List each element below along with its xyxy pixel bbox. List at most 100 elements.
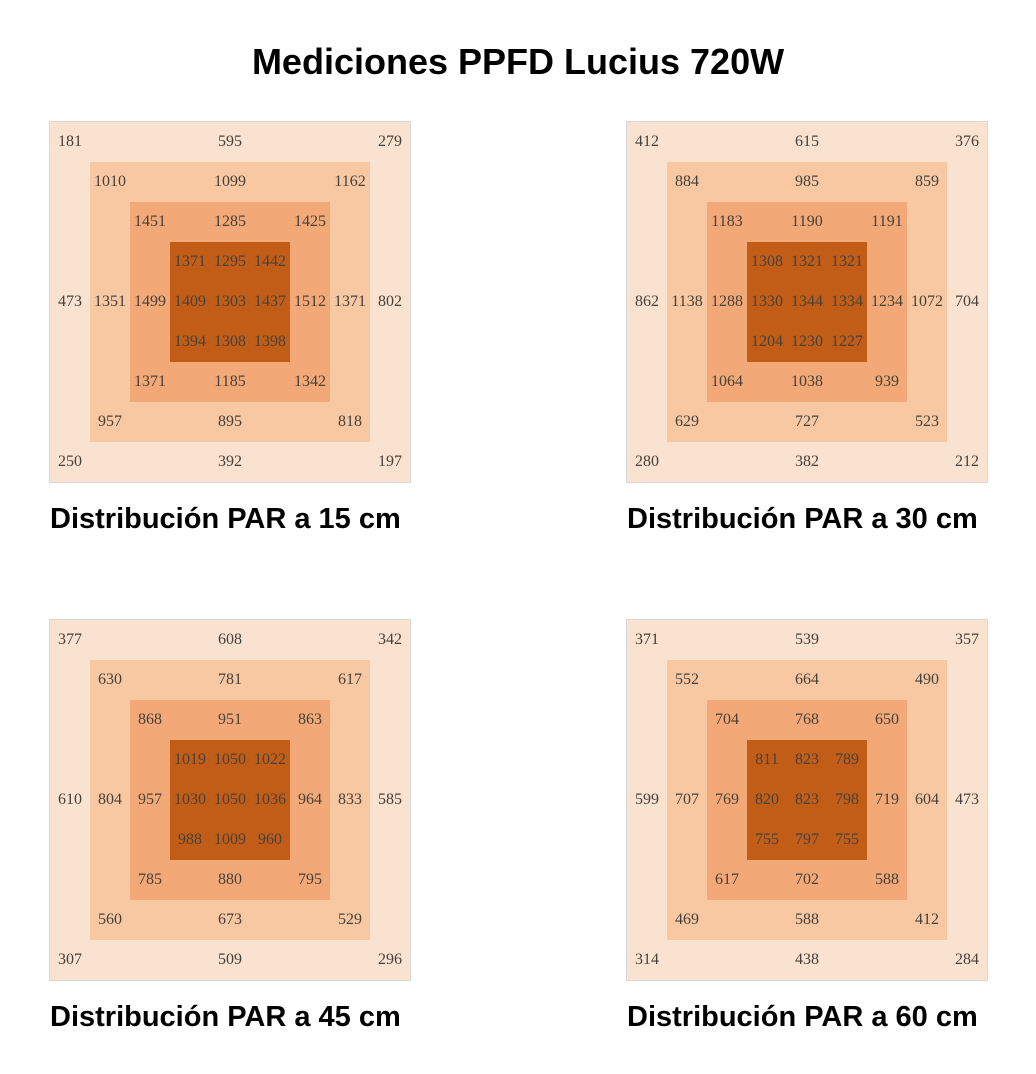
ppfd-cell-empty [947,900,987,940]
ppfd-cell-empty [130,122,170,162]
ppfd-cell-empty [130,620,170,660]
ppfd-value: 307 [58,951,82,968]
ppfd-cell-empty [170,900,210,940]
ppfd-cell-empty [50,900,90,940]
ppfd-cell-empty [707,620,747,660]
ppfd-cell-empty [130,740,170,780]
ppfd-value: 1019 [174,751,206,768]
ppfd-value: 552 [675,671,699,688]
ppfd-cell-empty [170,860,210,900]
ppfd-value: 1321 [831,253,863,270]
ppfd-panels: 181 595 279 1010 1099 1162 1451 1285 1425 1371 129… [0,122,1036,1035]
ppfd-value: 1204 [751,333,783,350]
ppfd-cell-empty [90,620,130,660]
ppfd-value: 823 [795,791,819,808]
ppfd-value: 755 [755,831,779,848]
ppfd-cell-empty [747,362,787,402]
ppfd-value: 1285 [214,213,246,230]
ppfd-cell-empty [170,442,210,482]
ppfd-cell-empty [370,202,410,242]
ppfd-cell-empty [667,322,707,362]
ppfd-cell-empty [290,322,330,362]
ppfd-value: 820 [755,791,779,808]
ppfd-cell-empty [170,402,210,442]
map-caption-45cm: Distribución PAR a 45 cm [50,1001,401,1033]
ppfd-cell-empty [250,660,290,700]
ppfd-value: 629 [675,413,699,430]
ppfd-value: 1409 [174,293,206,310]
ppfd-value: 473 [955,791,979,808]
ppfd-cell-empty [747,402,787,442]
ppfd-cell-empty [330,860,370,900]
ppfd-cell-empty [370,900,410,940]
ppfd-cell-empty [627,860,667,900]
ppfd-value: 707 [675,791,699,808]
ppfd-cell-empty [50,660,90,700]
ppfd-value: 284 [955,951,979,968]
ppfd-cell-empty [667,700,707,740]
ppfd-cell-empty [627,402,667,442]
ppfd-value: 615 [795,133,819,150]
ppfd-zone-core [747,740,867,860]
ppfd-value: 588 [795,911,819,928]
ppfd-value: 833 [338,791,362,808]
ppfd-cell-empty [867,820,907,860]
ppfd-cell-empty [667,740,707,780]
ppfd-value: 964 [298,791,322,808]
ppfd-value: 617 [715,871,739,888]
ppfd-cell-empty [330,322,370,362]
ppfd-value: 523 [915,413,939,430]
ppfd-cell-empty [130,660,170,700]
ppfd-value: 610 [58,791,82,808]
ppfd-cell-empty [290,122,330,162]
ppfd-cell-empty [50,162,90,202]
ppfd-value: 1371 [174,253,206,270]
ppfd-cell-empty [330,820,370,860]
ppfd-cell-empty [667,362,707,402]
ppfd-cell-empty [707,402,747,442]
ppfd-value: 630 [98,671,122,688]
ppfd-value: 719 [875,791,899,808]
ppfd-cell-empty [170,122,210,162]
ppfd-cell-empty [907,322,947,362]
ppfd-value: 585 [378,791,402,808]
ppfd-cell-empty [667,202,707,242]
ppfd-cell-empty [867,660,907,700]
ppfd-cell-empty [667,860,707,900]
ppfd-cell-empty [90,242,130,282]
ppfd-value: 539 [795,631,819,648]
ppfd-cell-empty [370,322,410,362]
ppfd-value: 880 [218,871,242,888]
ppfd-value: 985 [795,173,819,190]
ppfd-cell-empty [947,242,987,282]
ppfd-cell-empty [370,660,410,700]
ppfd-cell-empty [947,660,987,700]
ppfd-cell-empty [370,700,410,740]
ppfd-value: 1022 [254,751,286,768]
ppfd-cell-empty [330,202,370,242]
ppfd-map-30cm: 412 615 376 884 985 859 1183 1190 1191 1308 1321 13… [627,122,987,482]
ppfd-cell-empty [50,402,90,442]
ppfd-cell-empty [907,620,947,660]
ppfd-value: 755 [835,831,859,848]
ppfd-cell-empty [707,660,747,700]
ppfd-cell-empty [747,700,787,740]
ppfd-cell-empty [330,442,370,482]
ppfd-cell-empty [627,700,667,740]
ppfd-value: 412 [635,133,659,150]
ppfd-cell-empty [330,242,370,282]
ppfd-cell-empty [290,940,330,980]
ppfd-cell-empty [290,660,330,700]
ppfd-value: 650 [875,711,899,728]
ppfd-value: 789 [835,751,859,768]
ppfd-cell-empty [627,900,667,940]
ppfd-cell-empty [90,740,130,780]
ppfd-value: 673 [218,911,242,928]
ppfd-value: 818 [338,413,362,430]
ppfd-cell-empty [827,700,867,740]
ppfd-cell-empty [747,620,787,660]
ppfd-cell-empty [707,122,747,162]
map-caption-30cm: Distribución PAR a 30 cm [627,503,978,535]
ppfd-cell-empty [827,362,867,402]
ppfd-cell-empty [370,362,410,402]
